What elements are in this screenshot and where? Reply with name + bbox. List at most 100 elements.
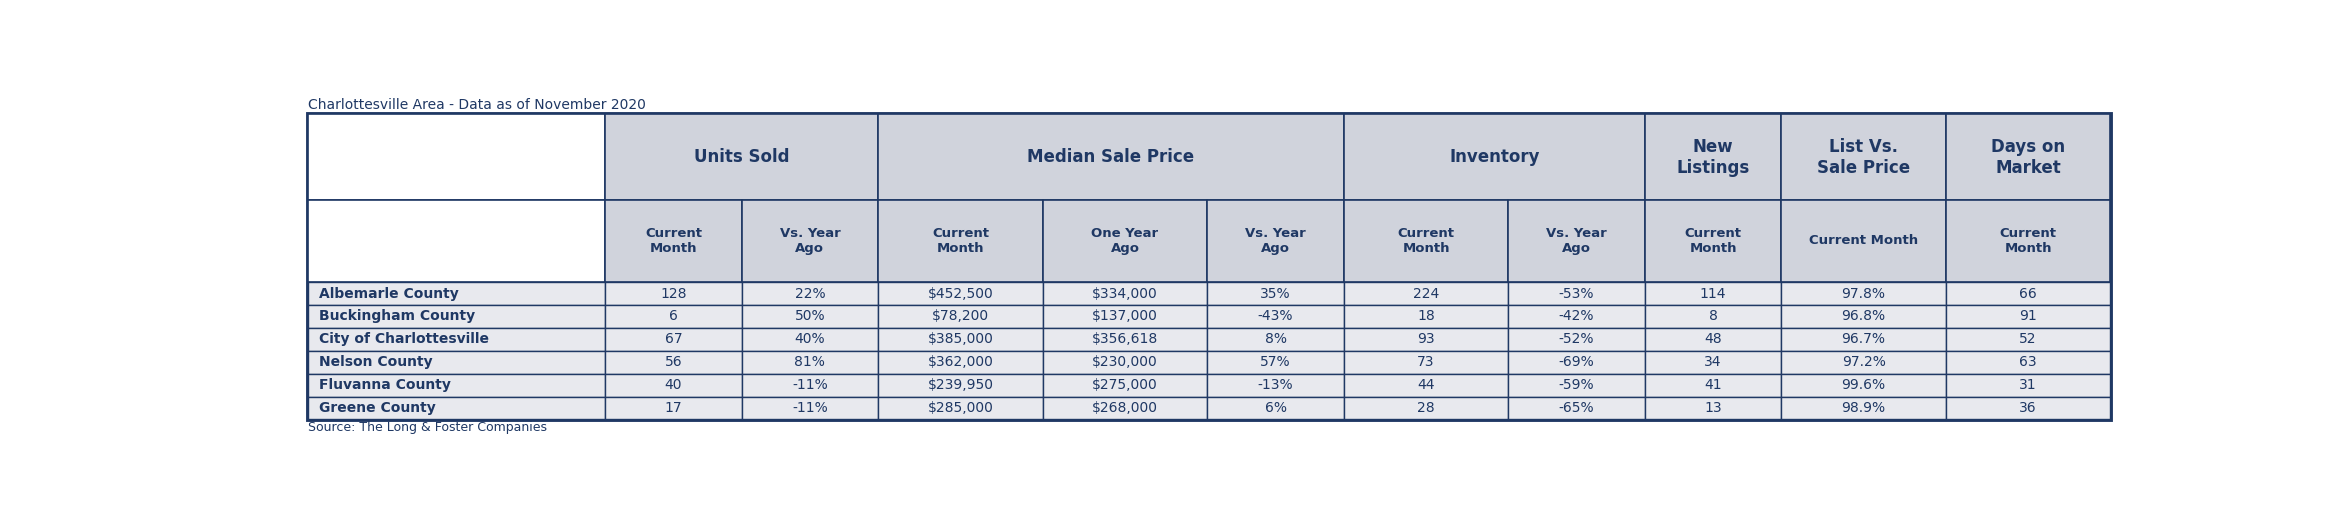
Bar bbox=[879, 351, 1043, 374]
Text: 8%: 8% bbox=[1264, 332, 1287, 346]
Text: 40: 40 bbox=[665, 378, 681, 392]
Bar bbox=[1508, 351, 1644, 374]
Text: 96.8%: 96.8% bbox=[1842, 310, 1886, 323]
Bar bbox=[1508, 282, 1644, 305]
Text: Vs. Year
Ago: Vs. Year Ago bbox=[1546, 227, 1607, 255]
Text: -52%: -52% bbox=[1560, 332, 1595, 346]
Bar bbox=[606, 305, 742, 328]
Bar bbox=[1945, 374, 2109, 397]
Bar bbox=[1508, 328, 1644, 351]
Text: 63: 63 bbox=[2020, 355, 2037, 369]
Bar bbox=[742, 397, 879, 420]
Text: Units Sold: Units Sold bbox=[693, 148, 789, 166]
Bar bbox=[1344, 305, 1508, 328]
Text: 40%: 40% bbox=[794, 332, 824, 346]
Bar bbox=[1945, 351, 2109, 374]
Bar bbox=[308, 374, 606, 397]
Text: 36: 36 bbox=[2020, 401, 2037, 415]
Text: 81%: 81% bbox=[794, 355, 824, 369]
Text: $230,000: $230,000 bbox=[1092, 355, 1158, 369]
Bar bbox=[1945, 397, 2109, 420]
Bar bbox=[1644, 305, 1781, 328]
Bar bbox=[308, 200, 606, 282]
Text: 50%: 50% bbox=[794, 310, 824, 323]
Text: Current
Month: Current Month bbox=[1999, 227, 2058, 255]
Bar bbox=[1945, 282, 2109, 305]
Bar bbox=[742, 374, 879, 397]
Text: 44: 44 bbox=[1416, 378, 1435, 392]
Text: $285,000: $285,000 bbox=[928, 401, 994, 415]
Bar bbox=[742, 282, 879, 305]
Text: Current
Month: Current Month bbox=[1398, 227, 1454, 255]
Text: 98.9%: 98.9% bbox=[1842, 401, 1886, 415]
Text: 114: 114 bbox=[1701, 287, 1727, 300]
Text: 31: 31 bbox=[2020, 378, 2037, 392]
Bar bbox=[1043, 328, 1207, 351]
Text: -43%: -43% bbox=[1257, 310, 1294, 323]
Text: $334,000: $334,000 bbox=[1092, 287, 1158, 300]
Bar bbox=[1043, 200, 1207, 282]
Text: Inventory: Inventory bbox=[1449, 148, 1539, 166]
Bar bbox=[1344, 374, 1508, 397]
Bar bbox=[1043, 397, 1207, 420]
Text: 93: 93 bbox=[1416, 332, 1435, 346]
Text: 224: 224 bbox=[1414, 287, 1440, 300]
Bar bbox=[1644, 282, 1781, 305]
Text: 56: 56 bbox=[665, 355, 681, 369]
Text: $137,000: $137,000 bbox=[1092, 310, 1158, 323]
Text: 34: 34 bbox=[1705, 355, 1722, 369]
Bar bbox=[308, 351, 606, 374]
Text: -11%: -11% bbox=[792, 378, 827, 392]
Bar bbox=[1781, 305, 1945, 328]
Bar bbox=[1344, 397, 1508, 420]
Bar bbox=[308, 114, 606, 200]
Bar bbox=[879, 200, 1043, 282]
Bar bbox=[606, 328, 742, 351]
Bar bbox=[1644, 328, 1781, 351]
Bar bbox=[1781, 200, 1945, 282]
Bar bbox=[1344, 200, 1508, 282]
Bar bbox=[1344, 282, 1508, 305]
Bar bbox=[1945, 305, 2109, 328]
Text: 18: 18 bbox=[1416, 310, 1435, 323]
Bar bbox=[1644, 351, 1781, 374]
Text: $356,618: $356,618 bbox=[1092, 332, 1158, 346]
Bar bbox=[1043, 305, 1207, 328]
Bar bbox=[606, 397, 742, 420]
Bar bbox=[742, 305, 879, 328]
Text: $239,950: $239,950 bbox=[928, 378, 994, 392]
Bar bbox=[1508, 374, 1644, 397]
Bar bbox=[308, 114, 2109, 420]
Text: Current
Month: Current Month bbox=[933, 227, 989, 255]
Bar bbox=[1344, 114, 1644, 200]
Text: 73: 73 bbox=[1416, 355, 1435, 369]
Bar bbox=[606, 200, 742, 282]
Text: $385,000: $385,000 bbox=[928, 332, 994, 346]
Bar bbox=[1781, 351, 1945, 374]
Text: 13: 13 bbox=[1705, 401, 1722, 415]
Text: 48: 48 bbox=[1705, 332, 1722, 346]
Text: 41: 41 bbox=[1705, 378, 1722, 392]
Text: 91: 91 bbox=[2020, 310, 2037, 323]
Text: One Year
Ago: One Year Ago bbox=[1092, 227, 1158, 255]
Bar bbox=[879, 305, 1043, 328]
Text: 8: 8 bbox=[1708, 310, 1717, 323]
Text: -42%: -42% bbox=[1560, 310, 1595, 323]
Text: New
Listings: New Listings bbox=[1677, 138, 1750, 176]
Text: -65%: -65% bbox=[1560, 401, 1595, 415]
Bar bbox=[1207, 351, 1344, 374]
Text: Days on
Market: Days on Market bbox=[1992, 138, 2065, 176]
Text: 22%: 22% bbox=[794, 287, 824, 300]
Bar bbox=[1207, 200, 1344, 282]
Text: City of Charlottesville: City of Charlottesville bbox=[319, 332, 489, 346]
Text: -11%: -11% bbox=[792, 401, 827, 415]
Text: 128: 128 bbox=[660, 287, 686, 300]
Bar bbox=[742, 200, 879, 282]
Bar bbox=[742, 328, 879, 351]
Bar bbox=[308, 282, 606, 305]
Text: Charlottesville Area - Data as of November 2020: Charlottesville Area - Data as of Novemb… bbox=[308, 99, 646, 112]
Bar bbox=[1781, 328, 1945, 351]
Text: $268,000: $268,000 bbox=[1092, 401, 1158, 415]
Text: 6%: 6% bbox=[1264, 401, 1287, 415]
Bar bbox=[742, 351, 879, 374]
